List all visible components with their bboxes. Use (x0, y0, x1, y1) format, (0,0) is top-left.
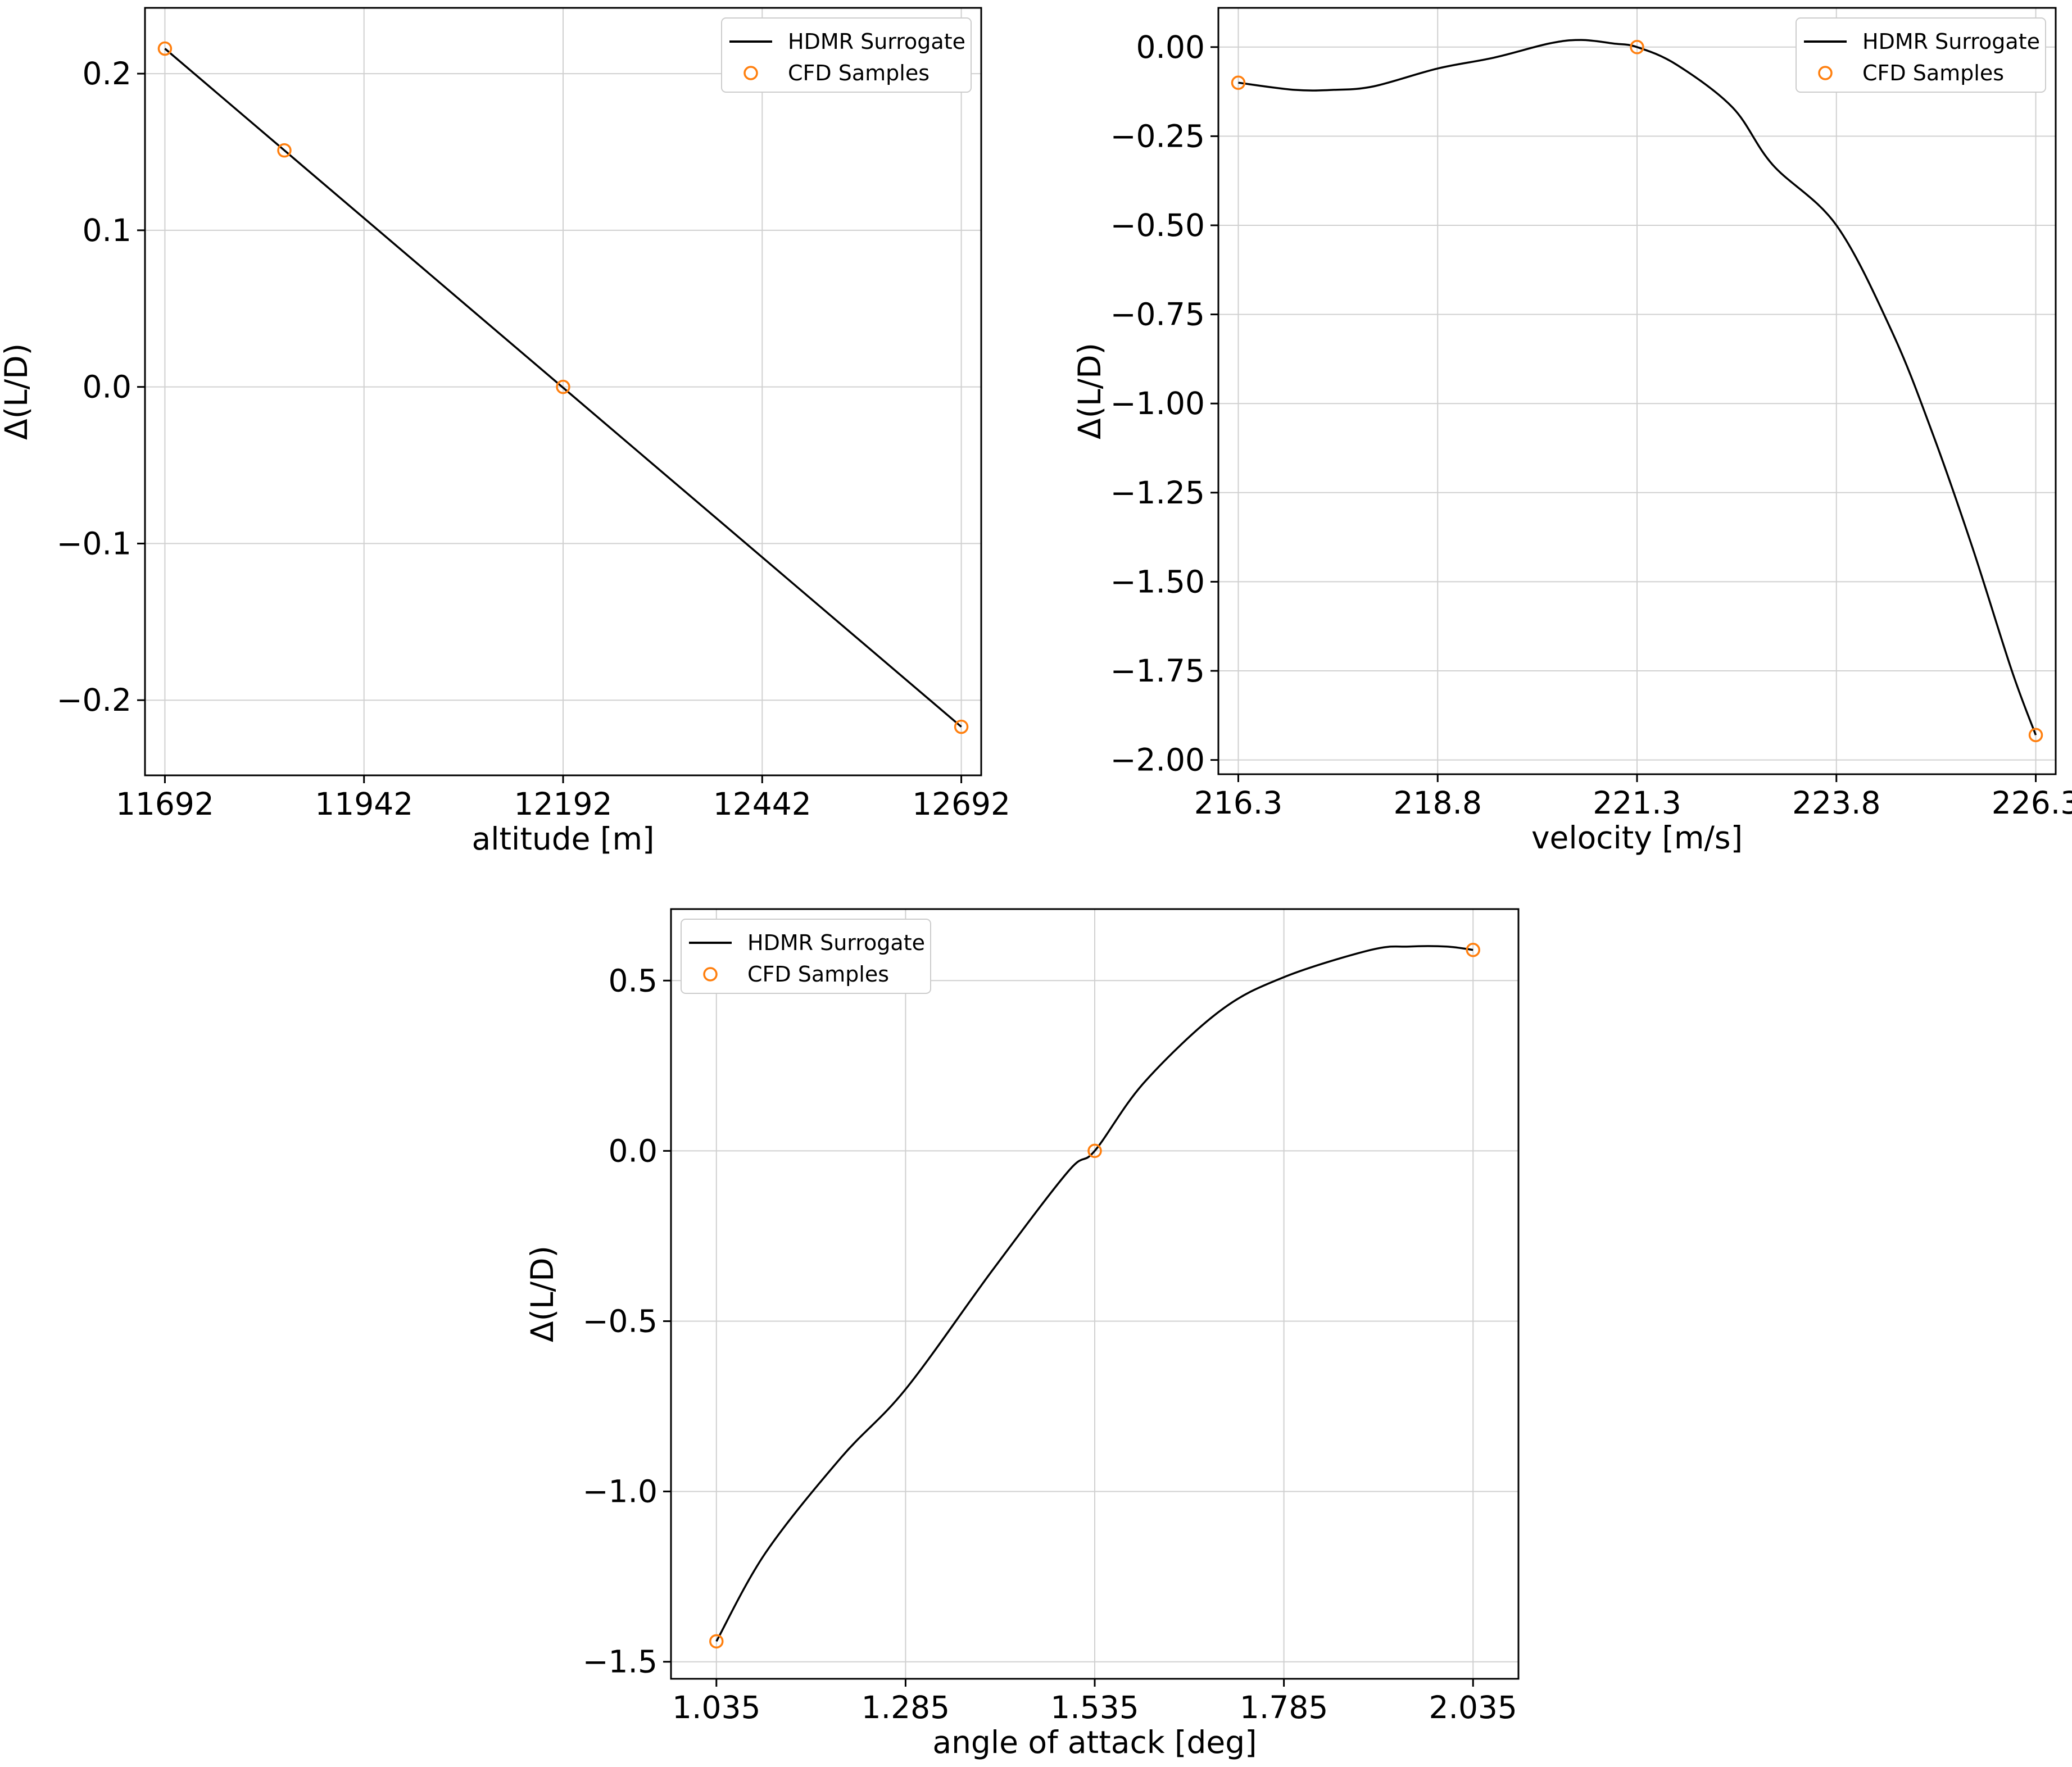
x-axis-label: altitude [m] (472, 821, 655, 857)
legend-label-samples: CFD Samples (747, 962, 889, 987)
x-tick-label: 11692 (116, 786, 214, 822)
y-tick-label: 0.5 (609, 962, 658, 998)
cfd-sample-marker (157, 41, 173, 56)
legend-label-surrogate: HDMR Surrogate (788, 29, 965, 54)
y-axis-label: Δ(L/D) (0, 343, 34, 440)
legend-label-samples: CFD Samples (788, 61, 930, 85)
y-tick-label: 0.0 (609, 1133, 658, 1169)
x-tick-label: 221.3 (1593, 785, 1681, 821)
legend-box (721, 17, 972, 93)
x-tick-label: 2.035 (1429, 1689, 1517, 1725)
legend: HDMR Surrogate CFD Samples (681, 919, 931, 994)
legend-box (1796, 17, 2046, 93)
x-tick-label: 12692 (912, 786, 1010, 822)
cfd-sample-marker (1231, 75, 1246, 90)
plot-frame (144, 7, 982, 776)
legend-marker-swatch (703, 967, 718, 982)
x-tick-label: 12192 (514, 786, 613, 822)
cfd-sample-marker (277, 143, 292, 158)
x-tick-label: 218.8 (1394, 785, 1482, 821)
cfd-sample-marker (709, 1634, 724, 1649)
plot-frame (1217, 7, 2057, 775)
x-axis-label: velocity [m/s] (1531, 820, 1743, 856)
plot-frame (670, 908, 1520, 1680)
x-tick-label: 1.535 (1050, 1689, 1139, 1725)
y-tick-label: −0.25 (1110, 118, 1205, 154)
y-tick-label: −0.1 (56, 525, 132, 561)
y-tick-label: −0.5 (582, 1303, 658, 1339)
y-tick-label: −0.50 (1110, 207, 1205, 243)
panel-velocity: 216.3 218.8 221.3 223.8 226.3 −2.00 −1.75 −1.50… (1072, 7, 2072, 856)
x-tick-label: 216.3 (1194, 785, 1282, 821)
x-tick-label: 226.3 (1992, 785, 2072, 821)
x-tick-label: 1.785 (1240, 1689, 1328, 1725)
cfd-sample-marker (1087, 1143, 1102, 1159)
y-tick-label: −1.5 (582, 1644, 658, 1680)
x-tick-label: 223.8 (1792, 785, 1880, 821)
cfd-sample-marker (2028, 728, 2043, 742)
y-tick-label: 0.2 (83, 56, 132, 92)
cfd-sample-marker (1466, 942, 1480, 957)
x-tick-label: 1.035 (672, 1689, 760, 1725)
legend: HDMR Surrogate CFD Samples (721, 17, 972, 93)
y-tick-label: 0.00 (1136, 29, 1205, 65)
y-tick-label: −1.00 (1110, 385, 1205, 421)
x-tick-label: 11942 (315, 786, 413, 822)
legend-marker-swatch (1818, 66, 1833, 80)
panel-angle-of-attack: 1.035 1.285 1.535 1.785 2.035 −1.5 −1.0 −0.5 0.0… (524, 908, 1520, 1760)
y-axis-label: Δ(L/D) (1072, 343, 1108, 439)
cfd-sample-marker (1630, 40, 1644, 54)
y-tick-label: 0.0 (83, 369, 132, 405)
legend-marker-swatch (743, 66, 758, 80)
x-axis-label: angle of attack [deg] (932, 1724, 1257, 1760)
panel-altitude: 11692 11942 12192 12442 12692 −0.2 −0.1 0.0 0.1 0… (0, 7, 1010, 857)
x-tick-label: 12442 (713, 786, 811, 822)
cfd-sample-marker (556, 379, 570, 394)
y-axis-label: Δ(L/D) (524, 1246, 560, 1342)
y-tick-label: 0.1 (83, 212, 132, 248)
x-tick-label: 1.285 (862, 1689, 950, 1725)
legend-label-surrogate: HDMR Surrogate (747, 930, 925, 955)
y-tick-label: −0.2 (56, 682, 132, 718)
y-tick-label: −1.25 (1110, 475, 1205, 511)
legend-box (681, 919, 931, 994)
y-tick-label: −0.75 (1110, 297, 1205, 333)
y-tick-label: −2.00 (1110, 742, 1205, 778)
y-tick-label: −1.0 (582, 1474, 658, 1510)
hdmr-surrogate-line (1238, 39, 2037, 735)
hdmr-surrogate-line (164, 48, 962, 728)
y-tick-label: −1.50 (1110, 564, 1205, 599)
cfd-sample-marker (954, 719, 969, 734)
y-tick-label: −1.75 (1110, 653, 1205, 689)
legend-label-samples: CFD Samples (1862, 61, 2004, 85)
legend-label-surrogate: HDMR Surrogate (1862, 29, 2040, 54)
legend: HDMR Surrogate CFD Samples (1796, 17, 2046, 93)
